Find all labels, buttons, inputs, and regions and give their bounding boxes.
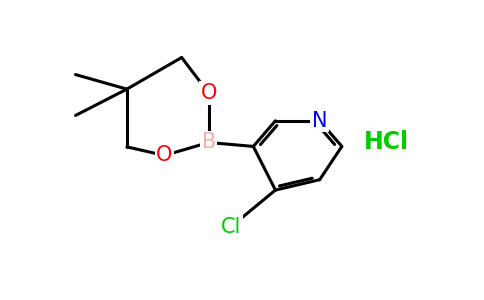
Text: B: B bbox=[201, 133, 216, 152]
Text: HCl: HCl bbox=[364, 130, 409, 154]
Text: O: O bbox=[156, 146, 173, 165]
Text: N: N bbox=[312, 111, 328, 131]
Text: Cl: Cl bbox=[221, 217, 242, 237]
Text: O: O bbox=[200, 83, 217, 103]
